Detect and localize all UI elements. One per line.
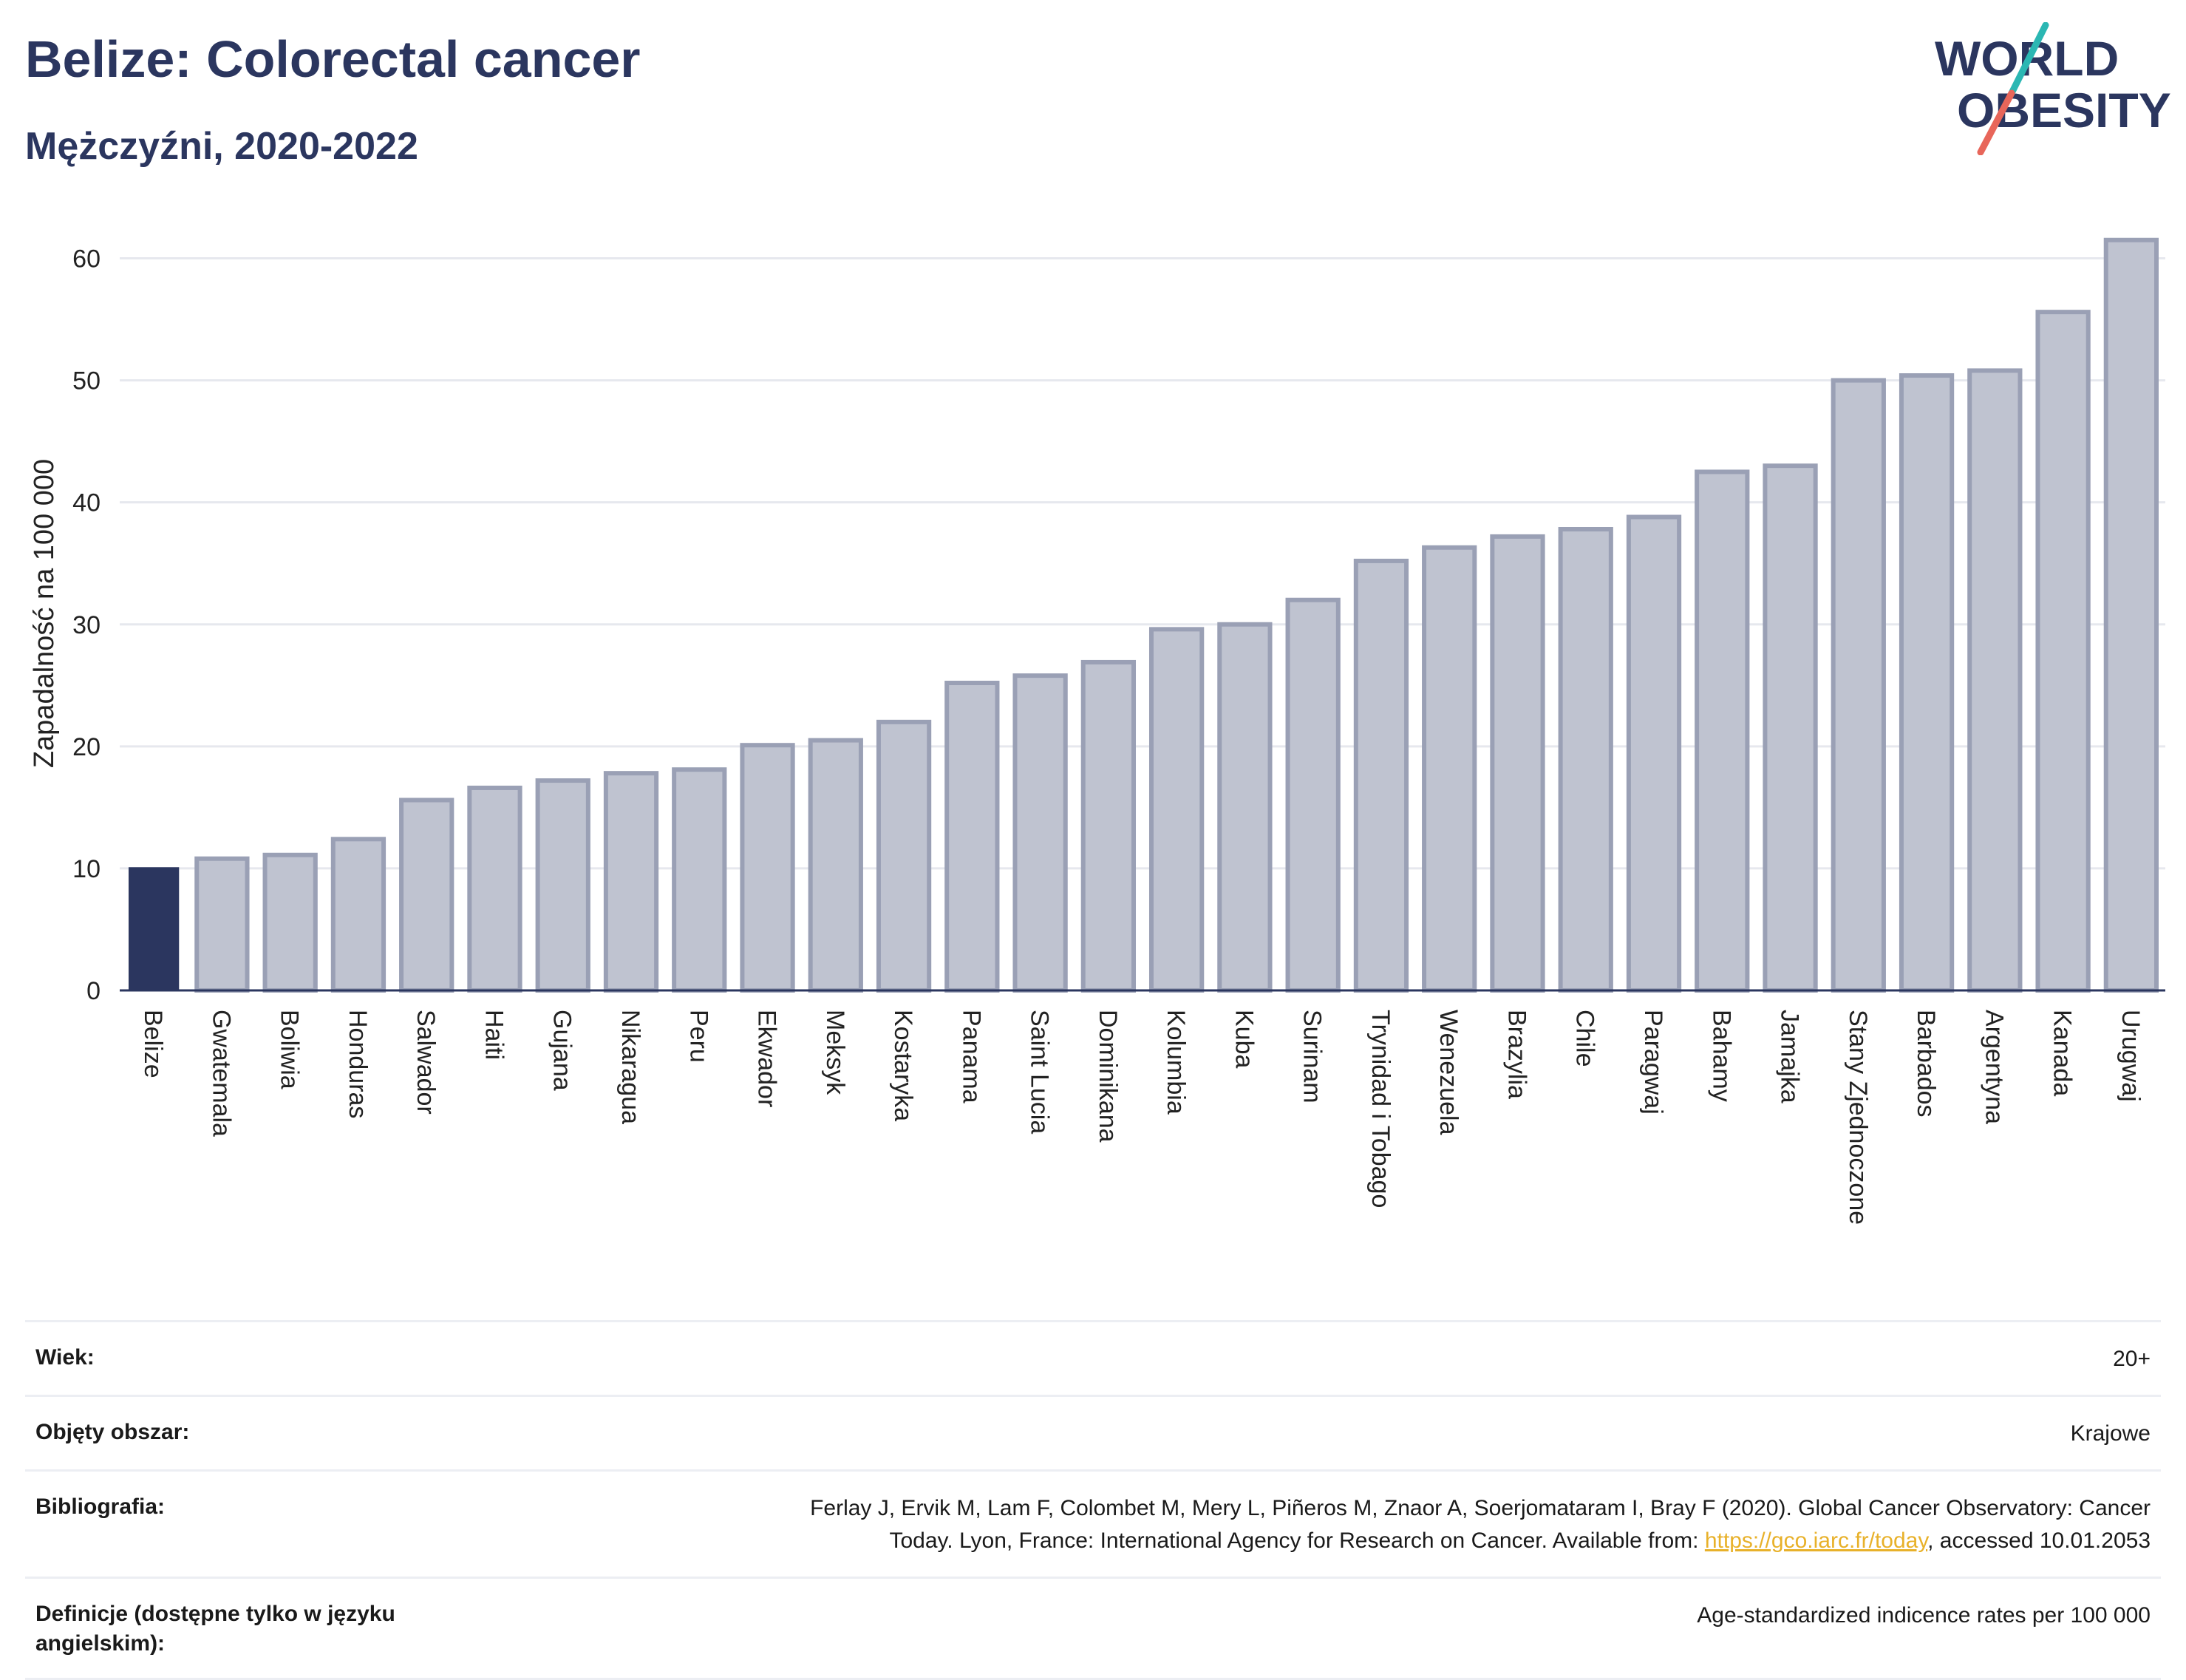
x-tick-label: Peru: [684, 1010, 712, 1063]
bar-nikaragua: [603, 771, 659, 993]
logo-slash-top: [2008, 22, 2049, 97]
x-tick-label: Trynidad i Tobago: [1366, 1010, 1395, 1208]
y-tick-labels: 0 10 20 30 40 50 60: [72, 245, 101, 1005]
bibliography-line2-post: , accessed 10.01.2053: [1927, 1528, 2151, 1553]
x-tick-label: Honduras: [344, 1010, 372, 1118]
x-tick-label: Stany Zjednoczone: [1844, 1010, 1872, 1225]
x-tick-label: Kostaryka: [889, 1010, 917, 1121]
x-tick-label: Argentyna: [1980, 1010, 2008, 1124]
x-tick-label: Salwador: [412, 1010, 440, 1115]
y-tick-label: 0: [86, 977, 101, 1005]
y-tick-label: 40: [72, 489, 101, 517]
bibliography-link[interactable]: https://gco.iarc.fr/today: [1704, 1528, 1928, 1553]
bar-stany-zjednoczone: [1831, 378, 1886, 993]
y-tick-label: 10: [72, 855, 101, 883]
x-tick-label: Panama: [957, 1010, 985, 1103]
x-tick-label: Jamajka: [1776, 1010, 1804, 1103]
bar-saint-lucia: [1012, 673, 1068, 993]
x-tick-label: Kuba: [1230, 1010, 1258, 1068]
x-tick-label: Wenezuela: [1434, 1010, 1463, 1135]
x-tick-label: Kolumbia: [1162, 1010, 1190, 1115]
logo-slash-bottom: [1977, 89, 2015, 155]
bar-boliwia: [262, 852, 318, 993]
x-tick-label: Chile: [1571, 1010, 1599, 1067]
y-tick-label: 30: [72, 611, 101, 639]
grid-lines: [120, 257, 2165, 870]
bar-trynidad-i-tobago: [1353, 558, 1409, 993]
x-tick-label: Gwatemala: [207, 1010, 235, 1137]
world-obesity-logo: WORLD OBESITY: [1935, 22, 2171, 155]
info-row-definitions: Definicje (dostępne tylko w języku angie…: [25, 1577, 2161, 1680]
info-row-coverage: Objęty obszar: Krajowe: [25, 1395, 2161, 1469]
bar-kuba: [1217, 622, 1273, 993]
bar-surinam: [1285, 597, 1341, 993]
bibliography-line2-pre: Today. Lyon, France: International Agenc…: [889, 1528, 1705, 1553]
bar-chile: [1558, 527, 1613, 993]
bar-ekwador: [740, 743, 795, 993]
x-tick-label: Bahamy: [1707, 1010, 1735, 1102]
bar-wenezuela: [1422, 545, 1477, 993]
info-row-age: Wiek: 20+: [25, 1320, 2161, 1395]
bibliography-label: Bibliografia:: [35, 1494, 166, 1519]
bar-honduras: [330, 837, 387, 993]
x-tick-label: Ekwador: [753, 1010, 781, 1107]
x-tick-label: Urugwaj: [2117, 1010, 2145, 1102]
age-label: Wiek:: [35, 1345, 95, 1370]
x-tick-label: Dominikana: [1094, 1010, 1122, 1143]
bar-gujana: [535, 778, 590, 993]
x-tick-label: Belize: [139, 1010, 167, 1078]
coverage-label: Objęty obszar:: [35, 1420, 190, 1444]
definitions-label: Definicje (dostępne tylko w języku angie…: [35, 1602, 395, 1656]
x-tick-label: Nikaragua: [616, 1010, 644, 1124]
bar-barbados: [1899, 373, 1955, 993]
bar-jamajka: [1763, 463, 1818, 993]
bar-peru: [672, 767, 727, 993]
x-tick-label: Saint Lucia: [1026, 1010, 1054, 1134]
x-tick-label: Brazylia: [1502, 1010, 1530, 1099]
bar-paragwaj: [1626, 514, 1682, 993]
y-tick-label: 60: [72, 245, 101, 273]
bibliography-value: Ferlay J, Ervik M, Lam F, Colombet M, Me…: [810, 1492, 2161, 1557]
x-tick-label: Paragwaj: [1639, 1010, 1667, 1115]
bar-panama: [944, 681, 1000, 993]
x-tick-label: Surinam: [1298, 1010, 1327, 1103]
bar-kolumbia: [1148, 627, 1205, 993]
x-tick-label: Boliwia: [276, 1010, 304, 1089]
bar-urugwaj: [2103, 237, 2159, 993]
chart-subtitle: Mężczyźni, 2020-2022: [25, 125, 418, 168]
bar-kanada: [2035, 310, 2091, 993]
age-value: 20+: [2113, 1347, 2151, 1371]
x-tick-label: Haiti: [480, 1010, 508, 1060]
bar-meksyk: [808, 738, 863, 993]
definitions-value: Age-standardized indicence rates per 100…: [1697, 1603, 2151, 1628]
info-table: Wiek: 20+ Objęty obszar: Krajowe Bibliog…: [25, 1320, 2161, 1680]
bar-chart: 0 10 20 30 40 50 60 Belize Gwatemala Boliwia Hond…: [29, 237, 2165, 1225]
bar-bahamy: [1695, 469, 1750, 993]
bar-kostaryka: [876, 719, 932, 993]
y-tick-label: 20: [72, 733, 101, 761]
bar-belize: [128, 867, 180, 990]
x-tick-label: Gujana: [548, 1010, 576, 1091]
info-row-bibliography: Bibliografia: Ferlay J, Ervik M, Lam F, …: [25, 1469, 2161, 1577]
x-tick-label: Kanada: [2049, 1010, 2077, 1096]
bar-argentyna: [1967, 368, 2023, 993]
coverage-value: Krajowe: [2070, 1421, 2151, 1446]
bar-salwador: [399, 798, 454, 993]
x-tick-label: Barbados: [1912, 1010, 1940, 1118]
chart-title: Belize: Colorectal cancer: [25, 30, 641, 88]
x-tick-label: Meksyk: [821, 1010, 849, 1095]
x-tick-labels: Belize Gwatemala Boliwia Honduras Salwador Ha…: [139, 1010, 2145, 1225]
y-tick-label: 50: [72, 367, 101, 395]
bar-haiti: [467, 785, 522, 993]
bibliography-line1: Ferlay J, Ervik M, Lam F, Colombet M, Me…: [810, 1496, 2151, 1520]
bar-dominikana: [1080, 659, 1137, 993]
y-axis-label: Zapadalność na 100 000: [29, 459, 60, 768]
bar-gwatemala: [194, 856, 250, 993]
bar-brazylia: [1490, 534, 1545, 993]
bars: [128, 237, 2159, 993]
